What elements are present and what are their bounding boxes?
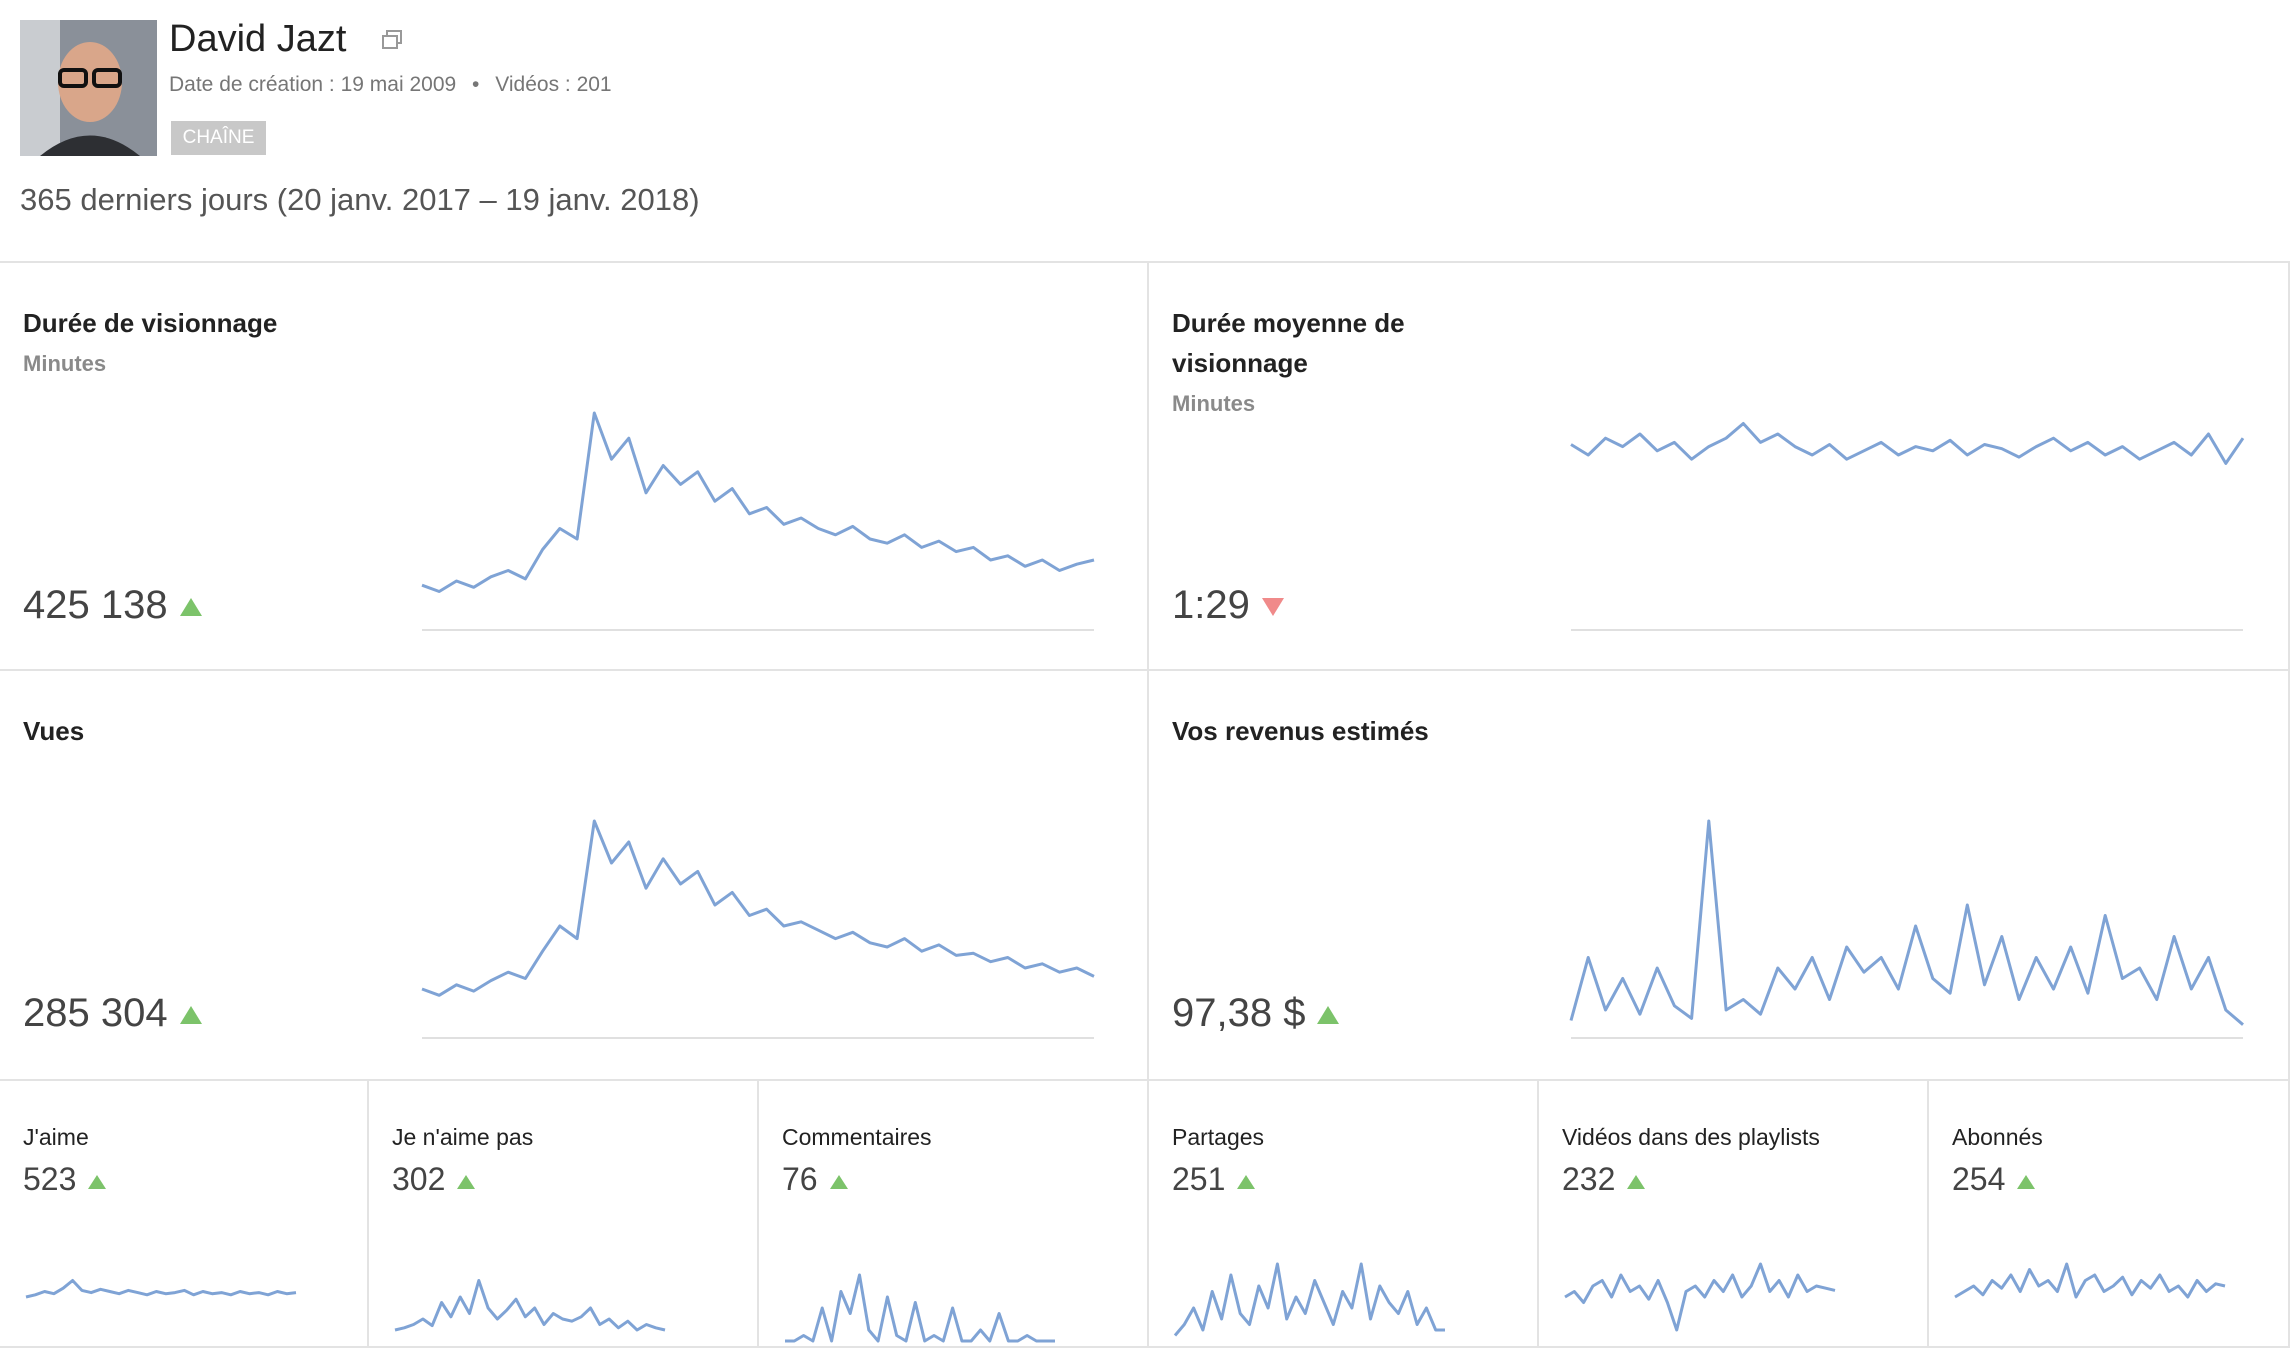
metric-card: Durée de visionnage Minutes 425 138 [0,263,1149,671]
card-title: Vues [23,716,85,746]
value-text: 97,38 $ [1172,991,1306,1035]
sparkline-path [421,819,1095,997]
sparkline-path [25,1279,297,1299]
sparkline [785,1273,1055,1343]
card-value: 1:29 [1172,583,1284,628]
sparkline [25,1279,297,1299]
channel-badge: CHAÎNE [171,121,266,155]
card-unit: Minutes [1172,391,1256,416]
sparkline-path [1173,1262,1445,1337]
metric-tile: Je n'aime pas 302 [369,1081,759,1348]
card-title: Commentaires [782,1124,932,1150]
sparkline-path [394,1279,666,1332]
card-value: 76 [782,1161,848,1198]
card-title: Vos revenus estimés [1172,716,1429,746]
sparkline [1570,422,2245,631]
value-text: 425 138 [23,583,168,627]
metric-card: Durée moyenne de visionnage Minutes 1:29 [1149,263,2290,671]
value-text: 285 304 [23,991,168,1035]
sparkline-path [785,1273,1055,1343]
metric-tile: Commentaires 76 [759,1081,1149,1348]
card-title: Durée moyenne de visionnage [1172,308,1405,378]
card-unit: Minutes [23,351,107,376]
trend-indicator [88,1174,107,1189]
trend-indicator [2017,1174,2036,1189]
card-value: 523 [23,1161,107,1198]
trend-arrow [1237,1174,1256,1189]
metric-tile: J'aime 523 [0,1081,369,1348]
separator [0,261,2290,263]
value-text: 523 [23,1161,77,1197]
card-title: Durée de visionnage [23,308,278,338]
card-title: J'aime [23,1124,89,1150]
sparkline-path [1570,422,2245,465]
sparkline [1173,1262,1445,1337]
sparkline [1569,819,2244,1039]
value-text: 232 [1562,1161,1616,1197]
card-title: Partages [1172,1124,1265,1150]
card-value: 251 [1172,1161,1256,1198]
creation-date: Date de création : 19 mai 2009 [169,73,457,96]
trend-indicator [179,598,202,617]
trend-arrow [829,1174,848,1189]
avatar-image [20,20,157,156]
trend-arrow [88,1174,107,1189]
sparkline-path [1564,1262,1836,1332]
card-value: 302 [392,1161,476,1198]
card-value: 285 304 [23,991,202,1036]
value-text: 76 [782,1161,818,1197]
value-text: 302 [392,1161,446,1197]
sparkline [1954,1262,2226,1299]
metric-tile: Partages 251 [1149,1081,1539,1348]
metric-card: Vues 285 304 [0,671,1149,1081]
trend-indicator [1627,1174,1646,1189]
card-title: Vidéos dans des playlists [1562,1124,1820,1150]
channel-meta: Date de création : 19 mai 2009 • Vidéos … [169,73,612,96]
trend-arrow [179,1006,202,1025]
trend-arrow [457,1174,476,1189]
trend-indicator [1317,1006,1340,1025]
metric-tile: Vidéos dans des playlists 232 [1539,1081,1929,1348]
sparkline [394,1279,666,1332]
external-link-icon[interactable] [380,28,404,52]
channel-name: David Jazt [169,18,347,60]
card-value: 232 [1562,1161,1646,1198]
sparkline [421,411,1095,631]
card-value: 425 138 [23,583,202,628]
trend-arrow [1317,1006,1340,1025]
value-text: 254 [1952,1161,2006,1197]
avatar [20,20,157,156]
trend-indicator [179,1006,202,1025]
sparkline-path [1954,1262,2226,1299]
trend-arrow [179,598,202,617]
card-title: Je n'aime pas [392,1124,534,1150]
trend-indicator [1261,598,1284,617]
trend-indicator [829,1174,848,1189]
card-value: 254 [1952,1161,2036,1198]
card-title: Abonnés [1952,1124,2043,1150]
card-value: 97,38 $ [1172,991,1340,1036]
trend-indicator [1237,1174,1256,1189]
sparkline [1564,1262,1836,1332]
sparkline [421,819,1095,1039]
sparkline-path [421,411,1095,593]
trend-arrow [2017,1174,2036,1189]
video-count: Vidéos : 201 [495,73,612,96]
period: 365 derniers jours (20 janv. 2017 – 19 j… [20,182,700,217]
trend-indicator [457,1174,476,1189]
metric-tile: Abonnés 254 [1929,1081,2290,1348]
sparkline-path [1569,819,2244,1026]
trend-arrow [1627,1174,1646,1189]
value-text: 251 [1172,1161,1226,1197]
value-text: 1:29 [1172,583,1250,627]
metric-card: Vos revenus estimés 97,38 $ [1149,671,2290,1081]
trend-arrow [1261,598,1284,617]
